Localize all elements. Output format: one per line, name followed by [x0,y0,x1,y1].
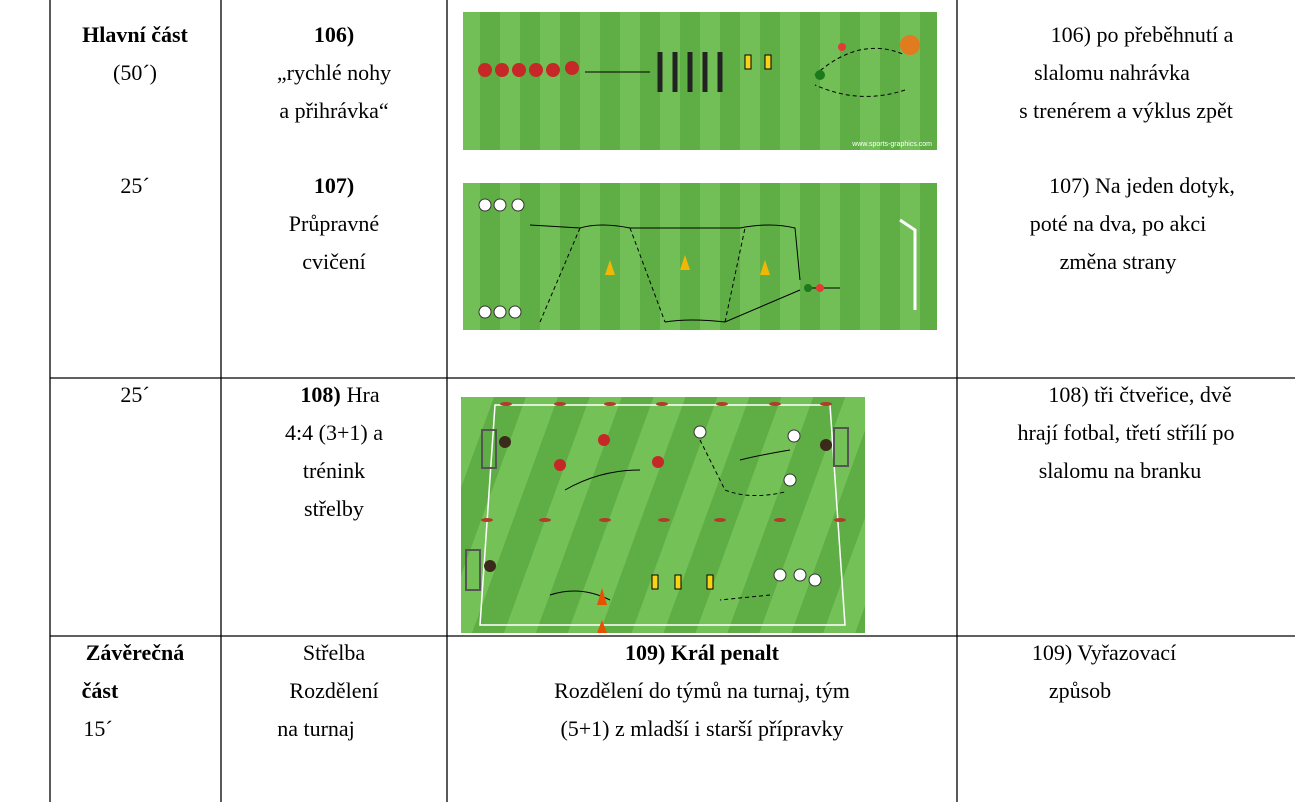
cell-text: 4:4 (3+1) a [285,420,383,445]
cell-text: 108) Hra [300,382,380,407]
cell-text: hrají fotbal, třetí střílí po [1018,420,1235,445]
cell-text: střelby [304,496,364,521]
cell-text: s trenérem a výklus zpět [1019,98,1233,123]
cell-text: 15´ [83,716,112,741]
cell-text: 107) Na jeden dotyk, [1049,173,1235,198]
cell-text: 25´ [120,382,149,407]
cell-text: Závěrečná [86,640,185,665]
exercise-text: Hra [347,382,380,407]
cell-text: Rozdělení do týmů na turnaj, tým [554,678,850,703]
cell-text: 106) [314,22,354,47]
cell-text: „rychlé nohy [277,60,391,85]
cell-text: část [82,678,119,703]
cell-text: 109) Vyřazovací [1032,640,1176,665]
table-rules [49,0,1295,802]
row: 25´ 108) Hra 4:4 (3+1) a trénink střelby … [120,382,1234,521]
cell-text: trénink [303,458,365,483]
drill-illustration [461,397,865,633]
cell-text: slalomu nahrávka [1034,60,1190,85]
cell-text: změna strany [1060,249,1177,274]
exercise-number: 108) [300,382,340,407]
cell-text: poté na dva, po akci [1030,211,1207,236]
cell-text: 25´ [120,173,149,198]
cell-text: 108) tři čtveřice, dvě [1048,382,1231,407]
cell-text: slalomu na branku [1039,458,1202,483]
cell-text: 107) [314,173,354,198]
cell-text: Hlavní část [82,22,188,47]
cell-text: Střelba [303,640,366,665]
cell-text: (5+1) z mladší i starší přípravky [560,716,843,741]
cell-text: 106) po přeběhnutí a [1051,22,1234,47]
drill-illustration: www.sports-graphics.com [463,12,937,150]
cell-text: a přihrávka“ [279,98,388,123]
cell-text: cvičení [302,249,366,274]
cell-text: (50´) [113,60,157,85]
cell-text: 109) Král penalt [625,640,780,665]
cell-text: Rozdělení [289,678,378,703]
row: Hlavní část (50´) 25´ 106) „rychlé nohy … [82,22,1235,274]
image-credit: www.sports-graphics.com [851,141,932,148]
cell-text: Průpravné [289,211,379,236]
cell-text: na turnaj [277,716,355,741]
cell-text: způsob [1049,678,1111,703]
row: Závěrečná část 15´ Střelba Rozdělení na … [82,640,1177,741]
drill-illustration [463,183,937,330]
